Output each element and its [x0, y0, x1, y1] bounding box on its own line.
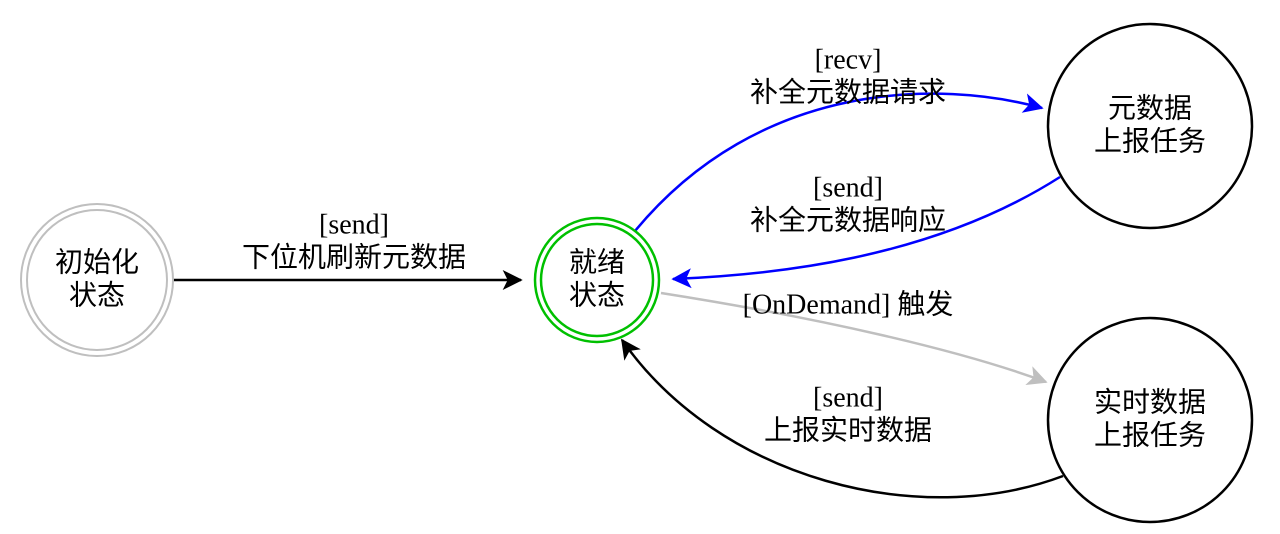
node-meta-label-2: 上报任务 — [1094, 125, 1206, 157]
node-realtime-label-2: 上报任务 — [1094, 419, 1206, 451]
node-ready-label-2: 状态 — [569, 279, 625, 311]
edge-init-to-ready-label-1: [send] — [319, 209, 389, 240]
node-init-label-2: 状态 — [69, 279, 125, 311]
node-realtime-label-1: 实时数据 — [1094, 386, 1206, 418]
edge-meta-to-ready-label-1: [send] — [813, 172, 883, 203]
node-init-label-1: 初始化 — [55, 246, 139, 278]
edge-ready-to-realtime-label-1: [OnDemand] 触发 — [743, 288, 954, 320]
edge-ready-to-meta-label-2: 补全元数据请求 — [750, 76, 946, 108]
node-ready: 就绪 状态 — [535, 218, 659, 342]
edge-ready-to-meta-label-1: [recv] — [815, 44, 882, 75]
state-diagram: [send] 下位机刷新元数据 [recv] 补全元数据请求 [send] 补全… — [0, 0, 1280, 534]
node-meta: 元数据 上报任务 — [1048, 24, 1252, 228]
node-realtime: 实时数据 上报任务 — [1048, 318, 1252, 522]
node-ready-label-1: 就绪 — [569, 246, 625, 278]
edge-realtime-to-ready-label-1: [send] — [813, 382, 883, 413]
nodes-layer: 初始化 状态 就绪 状态 元数据 上报任务 实时数据 上报任务 — [21, 24, 1252, 522]
node-init: 初始化 状态 — [21, 204, 173, 356]
edge-realtime-to-ready-label-2: 上报实时数据 — [764, 414, 932, 446]
edge-meta-to-ready-label-2: 补全元数据响应 — [750, 204, 946, 236]
edge-init-to-ready-label-2: 下位机刷新元数据 — [242, 241, 466, 273]
node-meta-label-1: 元数据 — [1108, 92, 1192, 124]
